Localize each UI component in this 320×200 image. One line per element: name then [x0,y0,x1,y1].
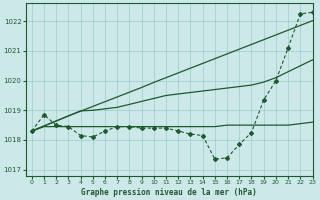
X-axis label: Graphe pression niveau de la mer (hPa): Graphe pression niveau de la mer (hPa) [81,188,257,197]
